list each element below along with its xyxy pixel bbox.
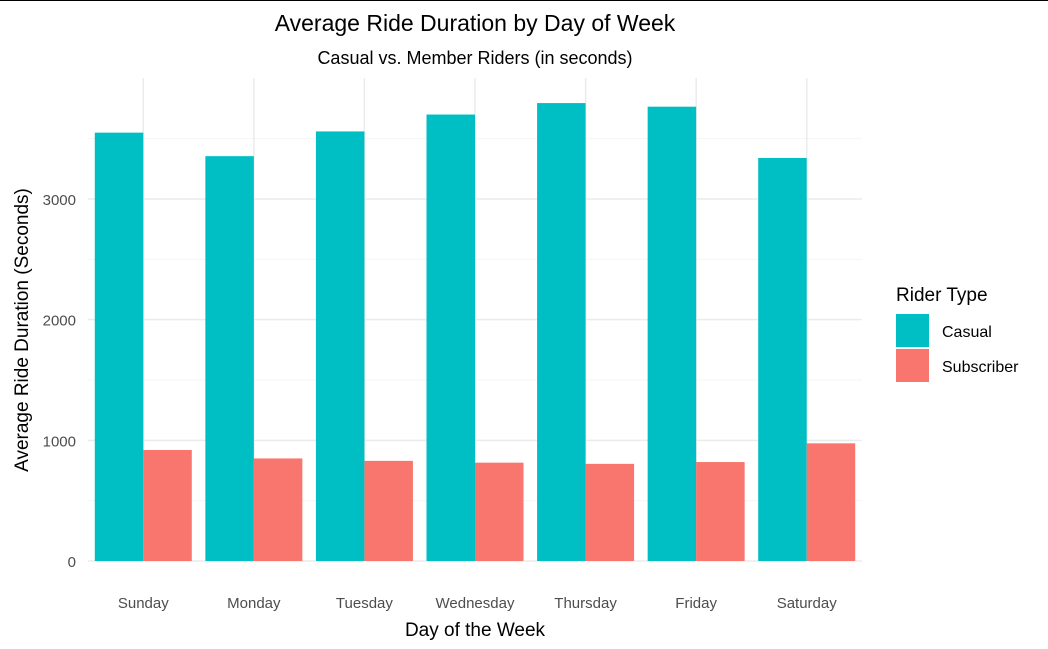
chart-subtitle: Casual vs. Member Riders (in seconds) (317, 48, 632, 68)
bar-casual-friday (647, 106, 697, 561)
y-tick-label: 2000 (43, 313, 76, 330)
bar-subscriber-saturday (806, 443, 856, 561)
x-tick-label: Friday (675, 595, 717, 612)
x-tick-label: Thursday (554, 595, 617, 612)
bar-subscriber-sunday (143, 449, 192, 561)
x-tick-label: Tuesday (336, 595, 393, 612)
y-tick-label: 3000 (43, 192, 76, 209)
legend-label-casual: Casual (942, 324, 992, 341)
top-border (0, 0, 1048, 1)
x-tick-label: Wednesday (436, 595, 515, 612)
x-axis-label: Day of the Week (405, 620, 546, 641)
x-tick-label: Sunday (118, 595, 169, 612)
x-tick-labels: Sunday Monday Tuesday Wednesday Thursday Frid… (118, 595, 837, 612)
bar-casual-wednesday (426, 114, 475, 562)
y-tick-label: 0 (68, 554, 76, 571)
chart-title: Average Ride Duration by Day of Week (275, 10, 676, 36)
bar-casual-saturday (758, 157, 807, 561)
x-tick-label: Monday (227, 595, 281, 612)
bar-subscriber-tuesday (364, 460, 413, 561)
bar-subscriber-friday (696, 462, 745, 561)
bar-casual-sunday (94, 132, 144, 561)
legend: Rider Type Casual Subscriber (896, 285, 1019, 382)
bars (94, 103, 856, 562)
y-axis-label: Average Ride Duration (Seconds) (12, 188, 33, 472)
legend-swatch-subscriber (896, 349, 929, 382)
legend-title: Rider Type (896, 285, 988, 306)
bar-casual-monday (205, 156, 254, 561)
bar-subscriber-wednesday (475, 462, 524, 561)
y-tick-label: 1000 (43, 433, 76, 450)
bar-casual-tuesday (315, 131, 365, 561)
bar-subscriber-thursday (585, 463, 635, 561)
x-tick-label: Saturday (777, 595, 838, 612)
y-tick-labels: 0 1000 2000 3000 (43, 192, 76, 571)
legend-label-subscriber: Subscriber (942, 359, 1019, 376)
bar-casual-thursday (537, 103, 586, 561)
legend-swatch-casual (896, 314, 929, 347)
bar-subscriber-monday (253, 458, 303, 561)
